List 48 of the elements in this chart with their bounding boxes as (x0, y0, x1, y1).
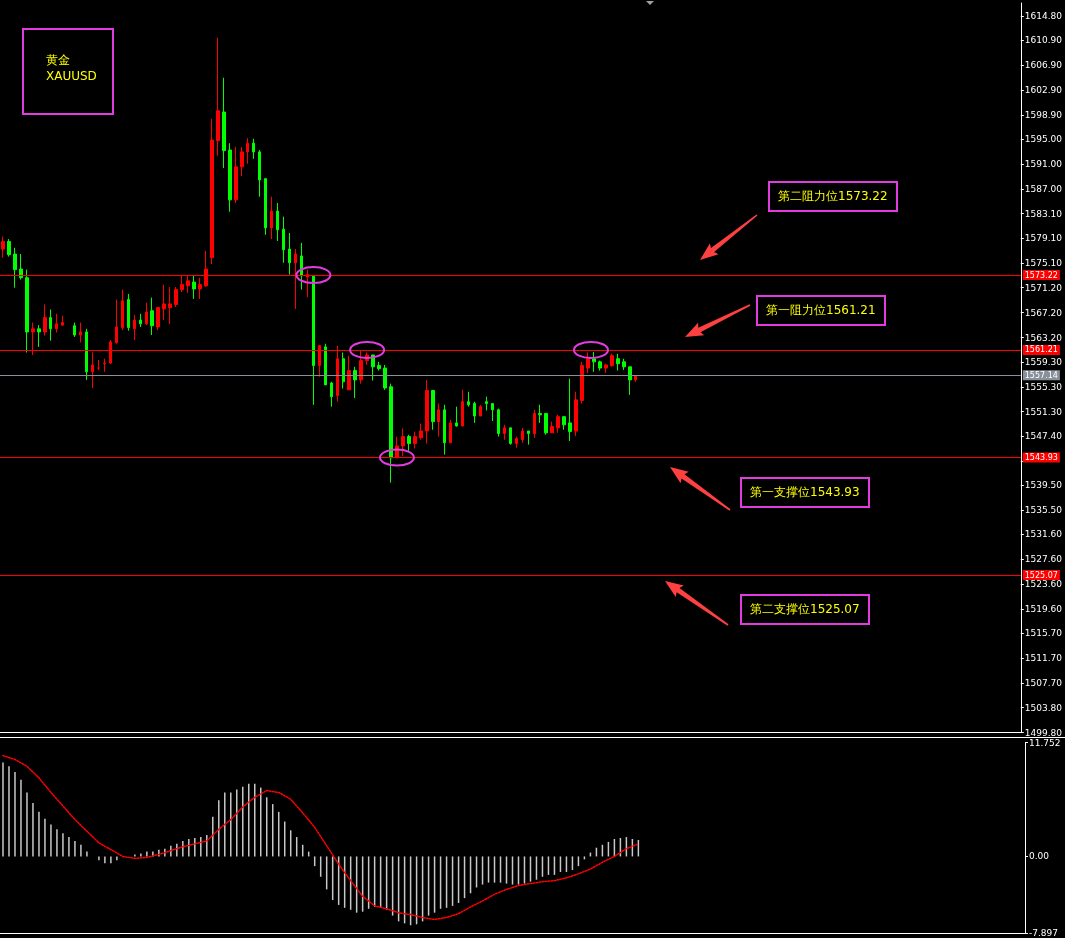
y-tick-label: 1539.50 (1024, 480, 1063, 491)
y-tick-label: 1555.30 (1024, 381, 1063, 392)
y-tick-label: 1595.00 (1024, 134, 1063, 145)
annotation: 第一阻力位1561.21 (766, 302, 876, 319)
annotation: 第一支撑位1543.93 (750, 484, 860, 501)
annotation: XAUUSD (46, 69, 98, 83)
label-frame: 第二支撑位1525.07 (740, 594, 870, 625)
y-tick-label: 1567.20 (1024, 307, 1063, 318)
ref-line-label: 1543.93 (1024, 453, 1058, 463)
y-tick-label: 1579.10 (1024, 233, 1063, 244)
y-tick-label: 1591.00 (1024, 159, 1063, 170)
y-tick-label: 1606.90 (1024, 60, 1063, 71)
y-tick-label: 1602.90 (1024, 85, 1063, 96)
y-tick-label: 1551.30 (1024, 406, 1063, 417)
label-frame: 第一阻力位1561.21 (756, 295, 886, 326)
y-tick-label: 11.752 (1029, 737, 1061, 748)
ref-line-label: 1525.07 (1024, 570, 1058, 580)
y-tick-label: 1563.20 (1024, 332, 1063, 343)
label-frame: 黄金 XAUUSD (22, 28, 114, 115)
annotation: 第二支撑位1525.07 (750, 601, 860, 618)
y-tick-label: 1519.60 (1024, 604, 1063, 615)
ref-line-label: 1557.14 (1024, 370, 1058, 380)
y-tick-label: 1503.80 (1024, 702, 1063, 713)
y-tick-label: 1587.00 (1024, 184, 1063, 195)
y-tick-label: 1531.60 (1024, 529, 1063, 540)
y-tick-label: 1535.50 (1024, 505, 1063, 516)
y-tick-label: 1583.10 (1024, 208, 1063, 219)
y-tick-label: 1614.80 (1024, 11, 1063, 22)
y-tick-label: 1499.80 (1024, 727, 1063, 738)
y-tick-label: 1559.30 (1024, 356, 1063, 367)
y-tick-label: 1610.90 (1024, 35, 1063, 46)
y-tick-label: 0.00 (1029, 851, 1050, 862)
y-tick-label: 1511.70 (1024, 653, 1063, 664)
label-frame: 第二阻力位1573.22 (768, 181, 898, 212)
y-tick-label: 1507.70 (1024, 678, 1063, 689)
y-tick-label: 1527.60 (1024, 554, 1063, 565)
annotation: 第二阻力位1573.22 (778, 188, 888, 205)
ref-line-label: 1561.21 (1024, 345, 1058, 355)
y-tick-label: 1575.10 (1024, 258, 1063, 269)
y-tick-label: 1515.70 (1024, 628, 1063, 639)
label-frame: 第一支撑位1543.93 (740, 477, 870, 508)
y-tick-label: 1523.60 (1024, 579, 1063, 590)
y-tick-label: 1547.40 (1024, 430, 1063, 441)
y-tick-label: 1571.20 (1024, 282, 1063, 293)
y-tick-label: -7.897 (1029, 928, 1059, 938)
y-tick-label: 1598.90 (1024, 110, 1063, 121)
ref-line-label: 1573.22 (1024, 270, 1058, 280)
annotation: 黄金 (46, 52, 71, 69)
